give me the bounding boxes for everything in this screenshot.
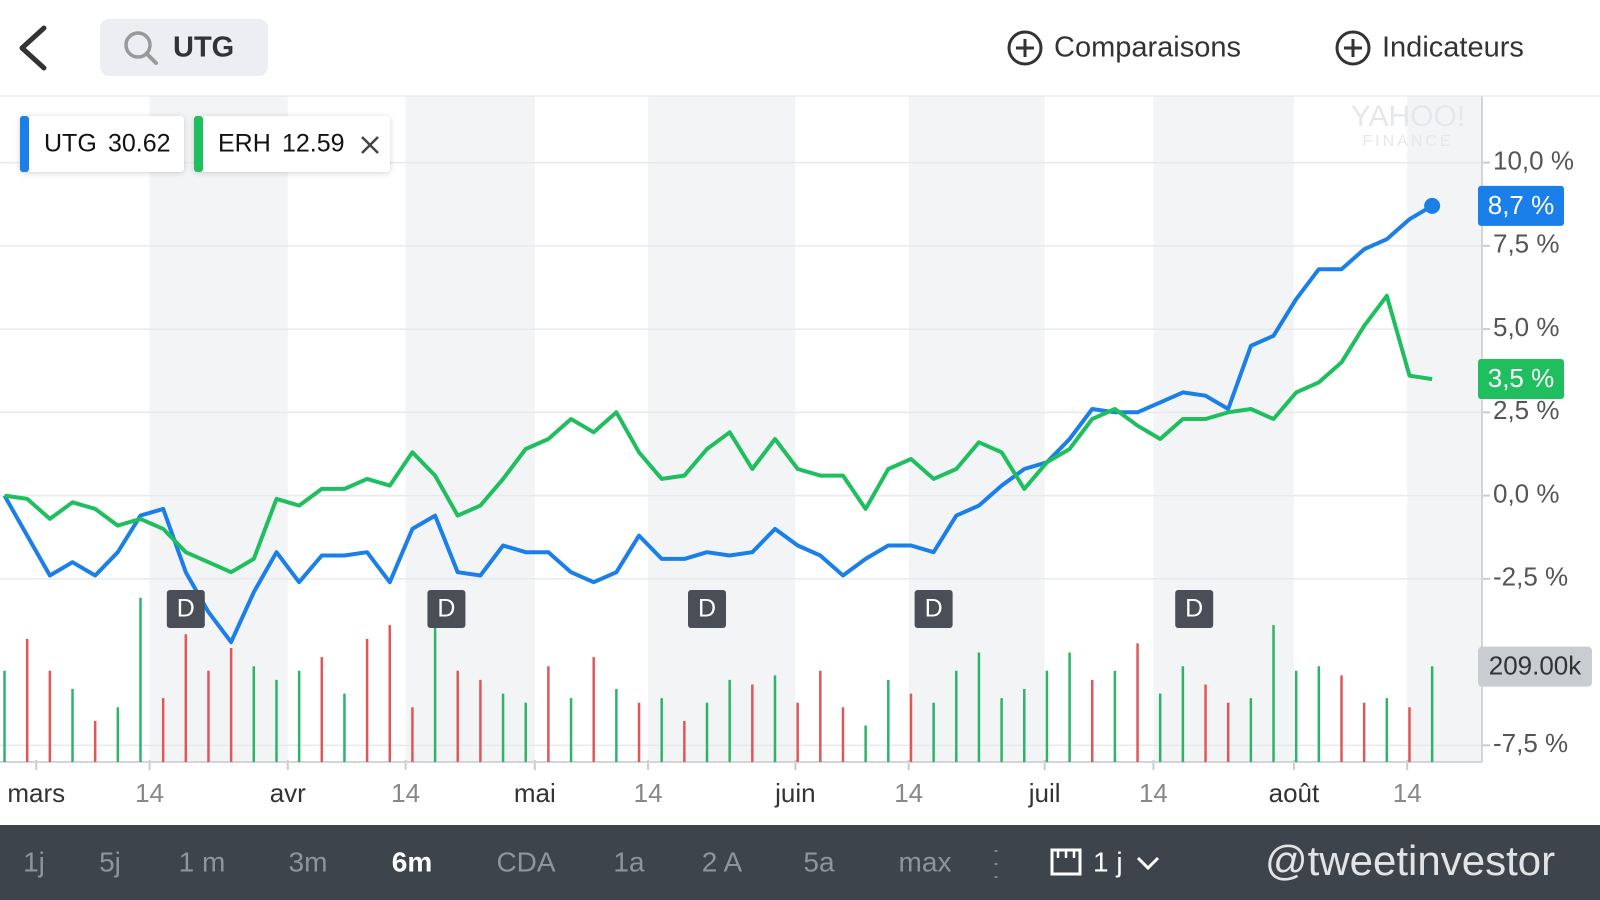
plus-icon — [1344, 39, 1362, 57]
y-tick-label: 10,0 % — [1493, 145, 1574, 175]
range-button[interactable]: 1j — [23, 846, 45, 877]
range-button[interactable]: 3m — [289, 846, 328, 877]
plus-icon — [1007, 30, 1043, 66]
y-tick-label: -2,5 % — [1493, 562, 1568, 592]
search-text[interactable]: UTG — [173, 32, 234, 64]
x-tick-label: 14 — [1393, 778, 1422, 808]
x-tick-label: mars — [7, 778, 65, 808]
y-tick-label: 2,5 % — [1493, 395, 1560, 425]
watermark: @tweetinvestor — [1265, 837, 1555, 884]
series-line — [4, 293, 1433, 575]
volume-marker — [1478, 646, 1592, 687]
legend-price: 12.59 — [282, 130, 345, 158]
range-button[interactable]: 1 m — [179, 846, 226, 877]
range-button[interactable]: 1a — [613, 846, 645, 877]
x-tick-label: 14 — [135, 778, 164, 808]
legend-name: UTG — [44, 130, 97, 158]
search-icon — [124, 31, 152, 59]
legend-swatch — [20, 116, 29, 172]
range-button[interactable]: max — [899, 846, 952, 877]
series-line — [2, 204, 1434, 645]
search-icon — [145, 52, 158, 65]
range-button[interactable]: 6m — [392, 846, 432, 877]
x-tick-label: mai — [514, 778, 556, 808]
end-label-bg — [1478, 359, 1564, 400]
y-tick-label: 5,0 % — [1493, 312, 1560, 342]
y-tick-label: 7,5 % — [1493, 229, 1560, 259]
comparisons-label[interactable]: Comparaisons — [1054, 32, 1241, 64]
footer-bg — [0, 825, 1600, 900]
band — [908, 96, 1045, 762]
plus-icon — [1335, 30, 1371, 66]
legend-swatch — [194, 116, 203, 172]
plus-icon — [1016, 39, 1034, 57]
back-button[interactable] — [19, 25, 47, 71]
event-marker[interactable] — [427, 590, 466, 628]
event-marker[interactable] — [166, 590, 205, 628]
legend-box — [194, 116, 390, 172]
legend-box — [20, 116, 184, 172]
end-dot — [1424, 197, 1441, 214]
plot-area: YAHOO!FINANCE 10,0 % 7,5 % 5,0 % 2,5 % 0,0 % -… — [0, 96, 1592, 808]
ruler-icon — [1056, 850, 1076, 858]
indicators-label[interactable]: Indicateurs — [1382, 32, 1524, 64]
band — [648, 96, 796, 762]
chevron — [1136, 856, 1160, 871]
volume-marker-label: 209.00k — [1489, 651, 1583, 681]
event-label: D — [177, 595, 195, 623]
indicators-button[interactable]: Indicateurs — [1335, 30, 1524, 66]
range-button[interactable]: 2 A — [702, 846, 743, 877]
y-tick-label: -7,5 % — [1493, 728, 1568, 758]
range-button[interactable]: CDA — [496, 846, 555, 877]
event-marker[interactable] — [914, 590, 953, 628]
x-tick-label: avr — [270, 778, 306, 808]
y-tick-label: 0,0 % — [1493, 478, 1560, 508]
x-tick-label: 14 — [391, 778, 420, 808]
legend-name: ERH — [218, 130, 271, 158]
range-button[interactable]: 5a — [803, 846, 835, 877]
interval-select[interactable]: 1 j — [1050, 846, 1160, 877]
end-label-bg — [1478, 185, 1564, 226]
x-tick-label: 14 — [894, 778, 923, 808]
event-label: D — [698, 595, 716, 623]
watermark: YAHOO! — [1351, 100, 1465, 133]
end-label: 3,5 % — [1488, 363, 1555, 393]
header: UTG Comparaisons Indicateurs — [0, 0, 1600, 97]
x-tick-label: juin — [774, 778, 815, 808]
band — [149, 96, 288, 762]
event-marker[interactable] — [688, 590, 727, 628]
x-tick-label: 14 — [634, 778, 663, 808]
end-label: 8,7 % — [1488, 190, 1555, 220]
event-label: D — [437, 595, 455, 623]
interval-label[interactable]: 1 j — [1093, 846, 1123, 877]
footer: 1 j @tweetinvestor 1j 5j 1 m 3m 6m CDA 1a 2 A 5a… — [0, 825, 1600, 900]
remove-button[interactable] — [361, 136, 379, 154]
legend-price: 30.62 — [108, 130, 171, 158]
x-tick-label: août — [1269, 778, 1320, 808]
x-tick-label: juil — [1028, 778, 1061, 808]
comparisons-button[interactable]: Comparaisons — [1007, 30, 1241, 66]
range-button[interactable]: 5j — [99, 846, 121, 877]
event-marker[interactable] — [1175, 590, 1214, 628]
event-label: D — [1185, 595, 1203, 623]
band — [405, 96, 535, 762]
band — [1153, 96, 1294, 762]
x-tick-label: 14 — [1139, 778, 1168, 808]
event-label: D — [925, 595, 943, 623]
watermark: FINANCE — [1362, 133, 1453, 150]
band — [1407, 96, 1482, 762]
